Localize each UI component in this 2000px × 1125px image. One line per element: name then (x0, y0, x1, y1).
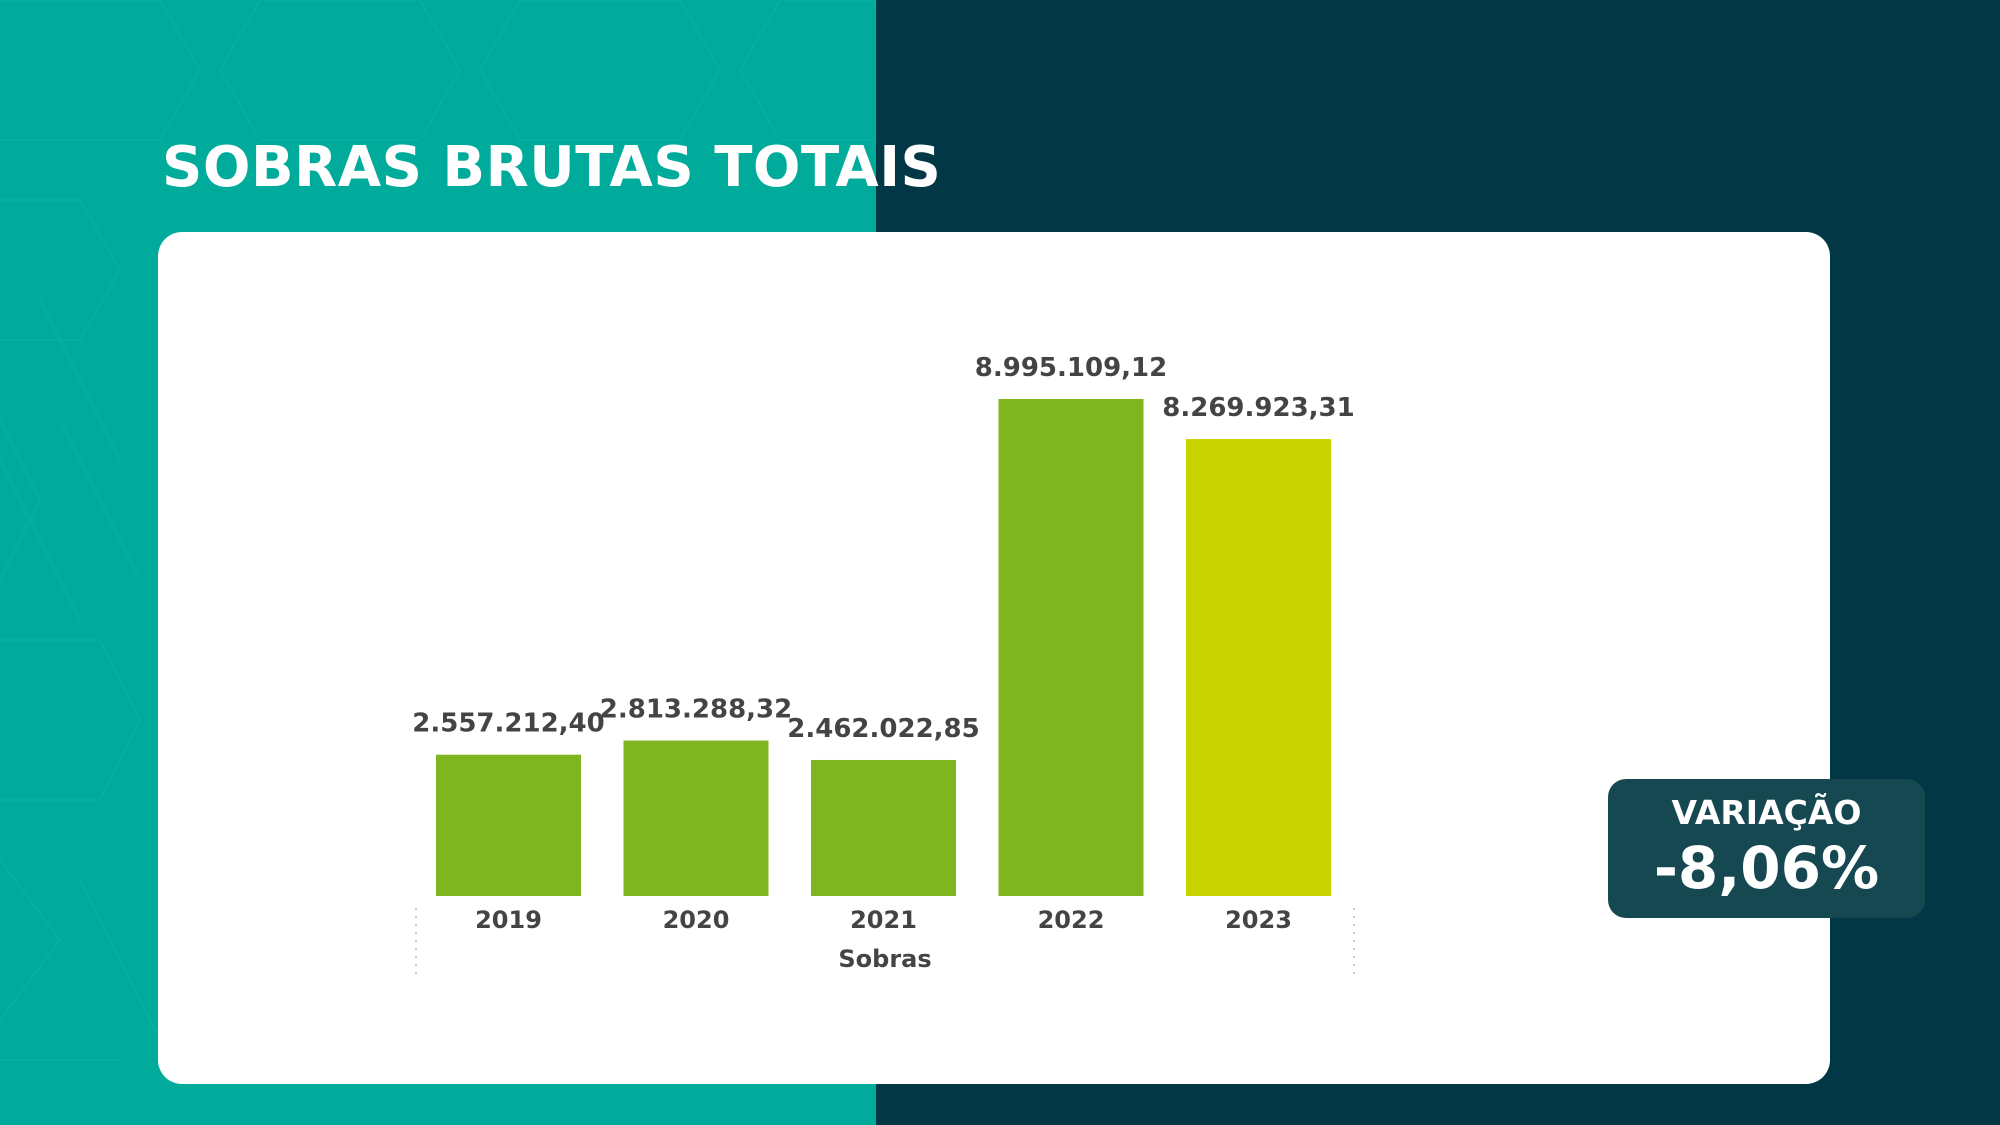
variation-box: VARIAÇÃO -8,06% (1608, 779, 1925, 918)
bar-2021 (811, 759, 956, 896)
bar-2022 (998, 399, 1144, 896)
data-label-2022: 8.995.109,12 (975, 353, 1167, 383)
data-label-2023: 8.269.923,31 (1162, 393, 1354, 423)
page-title: SOBRAS BRUTAS TOTAIS (162, 135, 942, 200)
bar-2023 (1186, 439, 1331, 896)
bar-chart: 2.557.212,40 2019 2.813.288,32 2020 2.462.02… (412, 353, 1355, 980)
x-tick-label-2022: 2022 (1038, 906, 1105, 934)
data-label-2019: 2.557.212,40 (412, 709, 604, 739)
hexagon-pattern-decoration (0, 0, 876, 1061)
x-axis-label: Sobras (838, 945, 931, 973)
x-tick-label-2021: 2021 (850, 906, 917, 934)
data-label-2021: 2.462.022,85 (787, 714, 979, 744)
variation-label: VARIAÇÃO (1671, 793, 1862, 832)
chart-card: 2.557.212,40 2019 2.813.288,32 2020 2.462.02… (158, 232, 1925, 1084)
bar-2019 (436, 754, 581, 896)
data-label-2020: 2.813.288,32 (600, 695, 792, 725)
x-tick-label-2023: 2023 (1225, 906, 1292, 934)
x-tick-label-2020: 2020 (663, 906, 730, 934)
x-tick-label-2019: 2019 (475, 906, 542, 934)
bar-2020 (623, 740, 769, 896)
variation-value: -8,06% (1653, 834, 1880, 902)
